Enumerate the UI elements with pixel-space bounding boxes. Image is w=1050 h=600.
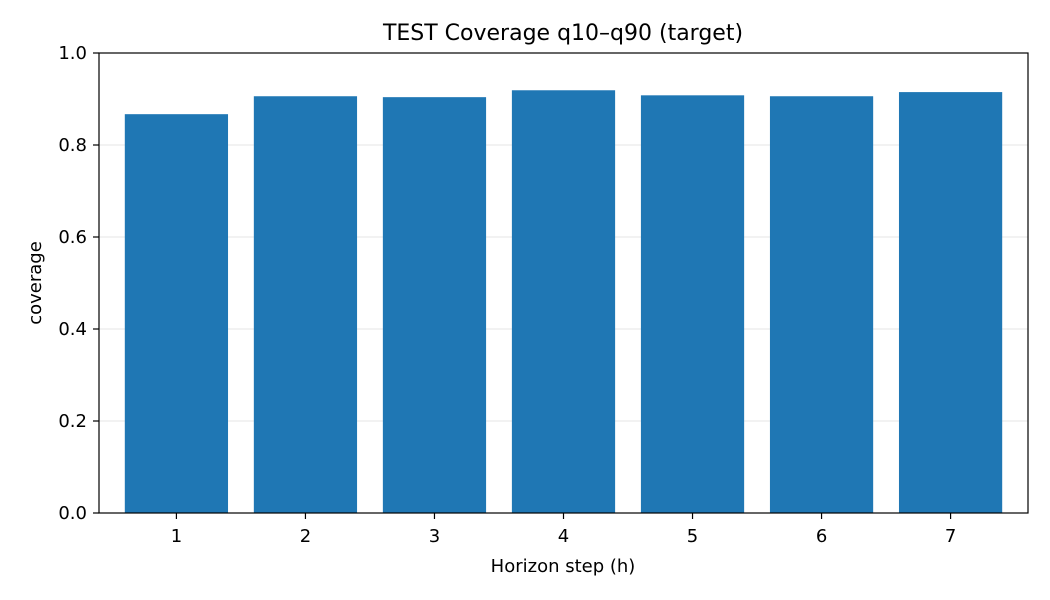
bar-series — [124, 90, 1003, 514]
y-tick-label: 0.8 — [58, 135, 87, 156]
bar-h2 — [253, 96, 358, 514]
bar-h4 — [511, 90, 616, 513]
x-tick-label: 4 — [558, 526, 569, 547]
y-tick-label: 0.2 — [58, 411, 87, 432]
x-tick-label: 7 — [945, 526, 956, 547]
chart-title: TEST Coverage q10–q90 (target) — [382, 21, 743, 46]
x-tick-label: 3 — [429, 526, 440, 547]
y-tick-label: 0.6 — [58, 227, 87, 248]
x-tick-label: 2 — [300, 526, 311, 547]
y-axis-label: coverage — [25, 241, 46, 325]
bar-h5 — [640, 95, 745, 513]
y-tick-label: 0.0 — [58, 503, 87, 524]
y-axis-ticks: 0.0 0.2 0.4 0.6 0.8 1.0 — [58, 43, 99, 524]
x-tick-label: 6 — [816, 526, 827, 547]
x-tick-label: 1 — [171, 526, 182, 547]
x-axis-label: Horizon step (h) — [491, 556, 636, 577]
bar-h6 — [769, 96, 874, 514]
y-tick-label: 0.4 — [58, 319, 87, 340]
x-tick-label: 5 — [687, 526, 698, 547]
x-axis-ticks: 1 2 3 4 5 6 7 — [171, 513, 956, 547]
bar-h7 — [898, 92, 1003, 513]
bar-h1 — [124, 114, 229, 514]
bar-h3 — [382, 97, 487, 513]
y-tick-label: 1.0 — [58, 43, 87, 64]
